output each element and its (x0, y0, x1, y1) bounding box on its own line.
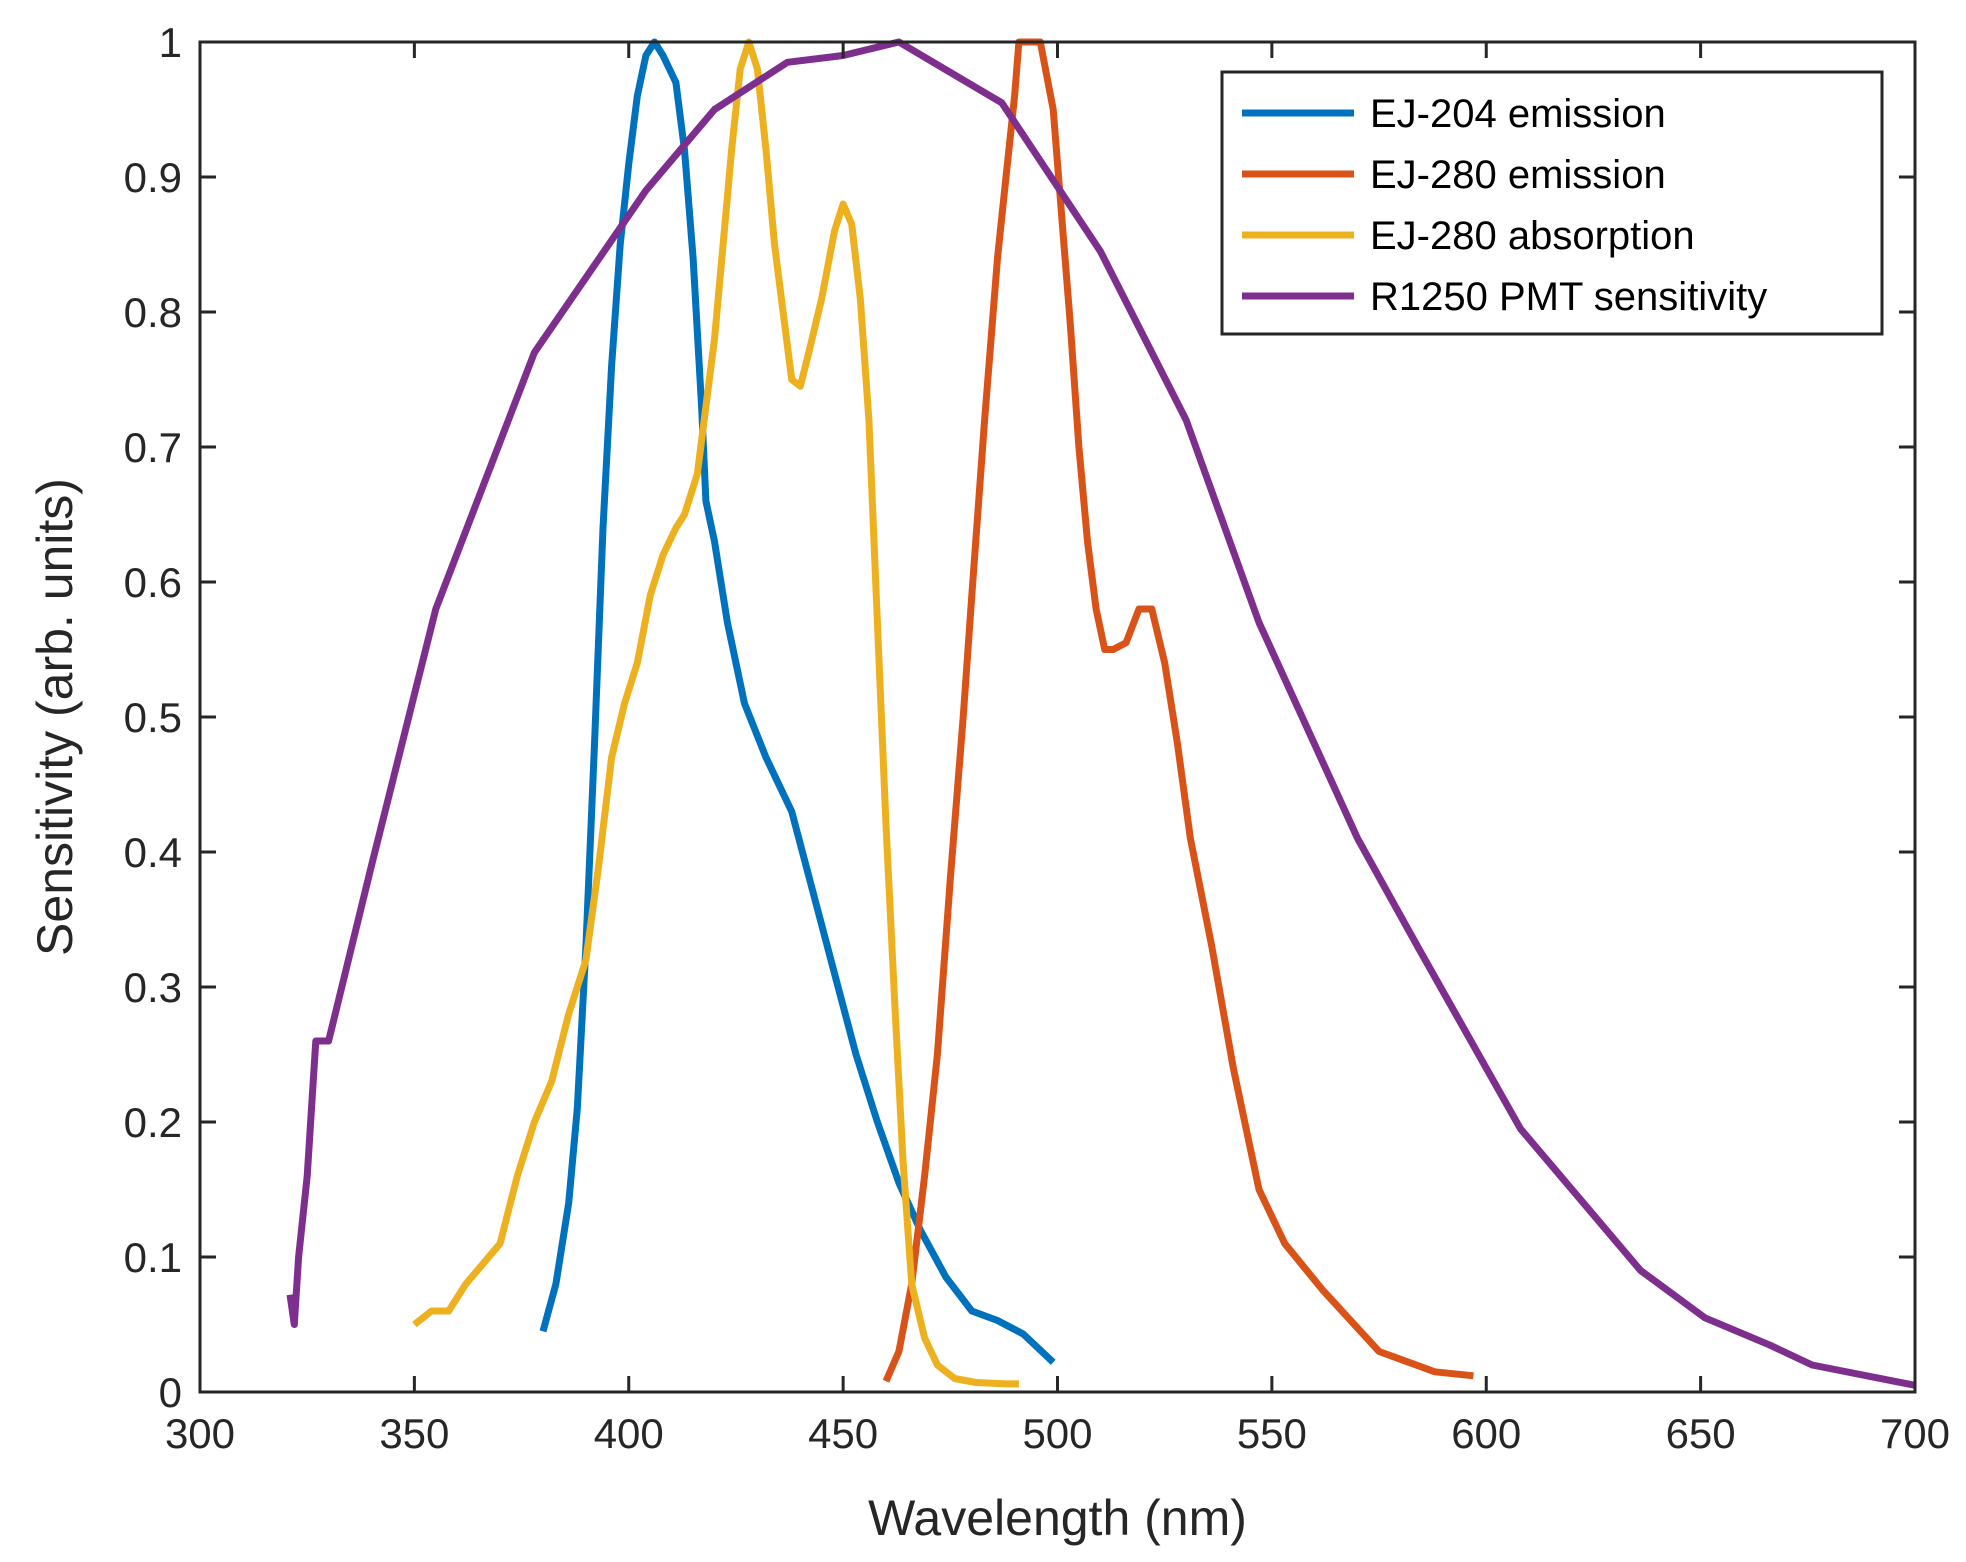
x-tick-label: 350 (379, 1410, 449, 1457)
y-tick-label: 0.4 (124, 829, 182, 876)
y-tick-label: 0.3 (124, 964, 182, 1011)
x-tick-label: 300 (165, 1410, 235, 1457)
legend-label-1: EJ-280 emission (1370, 153, 1666, 197)
series-line-2 (412, 38, 1019, 1388)
y-tick-label: 0.6 (124, 559, 182, 606)
legend-label-3: R1250 PMT sensitivity (1370, 275, 1767, 319)
y-tick-label: 0.7 (124, 424, 182, 471)
x-tick-label: 400 (594, 1410, 664, 1457)
legend-label-0: EJ-204 emission (1370, 92, 1666, 136)
legend-label-2: EJ-280 absorption (1370, 214, 1695, 258)
x-tick-label: 650 (1666, 1410, 1736, 1457)
series-layer (286, 38, 1916, 1389)
y-tick-label: 0.5 (124, 694, 182, 741)
y-tick-label: 0.8 (124, 289, 182, 336)
legend: EJ-204 emission EJ-280 emission EJ-280 abs… (1220, 70, 1884, 336)
x-tick-label: 500 (1022, 1410, 1092, 1457)
x-tick-label: 700 (1880, 1410, 1950, 1457)
ticks-layer: 300 350 400 450 500 550 600 650 700 0 0.1 0.2 0.3 0.4… (124, 19, 1950, 1457)
x-axis-title: Wavelength (nm) (868, 1490, 1247, 1546)
series-line-1 (882, 38, 1474, 1383)
y-tick-label: 0 (159, 1369, 182, 1416)
y-tick-label: 1 (159, 19, 182, 66)
y-tick-label: 0.1 (124, 1234, 182, 1281)
y-tick-label: 0.9 (124, 154, 182, 201)
series-line-3 (286, 38, 1916, 1389)
y-tick-label: 0.2 (124, 1099, 182, 1146)
x-tick-label: 550 (1237, 1410, 1307, 1457)
x-tick-label: 600 (1451, 1410, 1521, 1457)
x-tick-label: 450 (808, 1410, 878, 1457)
y-axis-title: Sensitivity (arb. units) (27, 478, 83, 956)
